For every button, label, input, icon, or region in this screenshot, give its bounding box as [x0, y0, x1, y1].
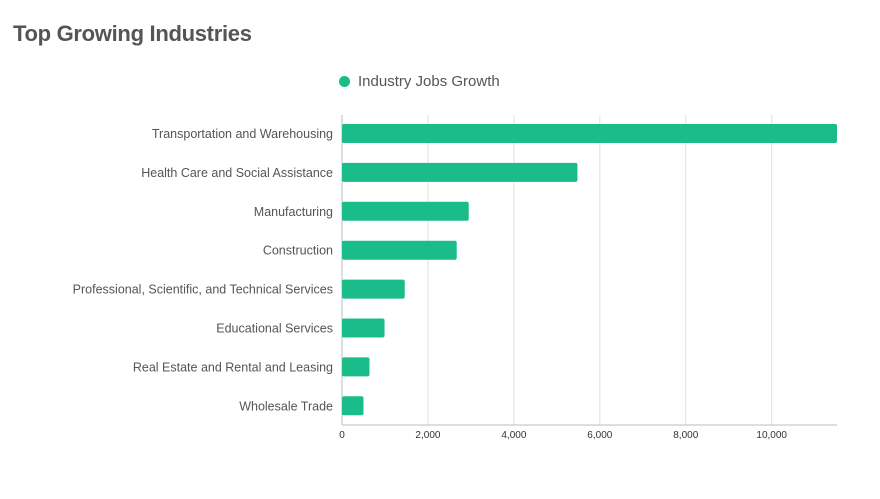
- category-label: Health Care and Social Assistance: [141, 166, 333, 180]
- x-tick-label: 0: [339, 430, 345, 441]
- category-label: Educational Services: [216, 322, 333, 336]
- x-tick-label: 8,000: [673, 430, 698, 441]
- legend-swatch: [339, 76, 350, 87]
- bar[interactable]: [342, 240, 457, 260]
- bar[interactable]: [342, 124, 837, 143]
- bar[interactable]: [342, 396, 364, 416]
- x-tick-label: 2,000: [415, 430, 440, 441]
- category-label: Transportation and Warehousing: [152, 127, 333, 141]
- bar[interactable]: [342, 318, 385, 338]
- x-tick-label: 10,000: [756, 430, 787, 441]
- legend[interactable]: Industry Jobs Growth: [339, 73, 500, 90]
- category-label: Manufacturing: [254, 205, 333, 219]
- bar[interactable]: [342, 162, 578, 182]
- category-label: Professional, Scientific, and Technical …: [73, 283, 333, 297]
- bars: [342, 124, 837, 416]
- category-labels: Transportation and Warehousing Health Car…: [73, 127, 333, 413]
- chart-title: Top Growing Industries: [13, 21, 252, 46]
- legend-label: Industry Jobs Growth: [358, 73, 500, 90]
- category-label: Wholesale Trade: [239, 399, 333, 413]
- gridlines: [341, 115, 837, 426]
- category-label: Real Estate and Rental and Leasing: [133, 360, 333, 374]
- x-axis-tick-labels: 0 2,000 4,000 6,000 8,000 10,000: [339, 430, 787, 441]
- bar[interactable]: [342, 357, 370, 377]
- x-tick-label: 4,000: [501, 430, 526, 441]
- x-tick-label: 6,000: [587, 430, 612, 441]
- category-label: Construction: [263, 244, 333, 258]
- bar[interactable]: [342, 279, 405, 299]
- bar[interactable]: [342, 201, 469, 221]
